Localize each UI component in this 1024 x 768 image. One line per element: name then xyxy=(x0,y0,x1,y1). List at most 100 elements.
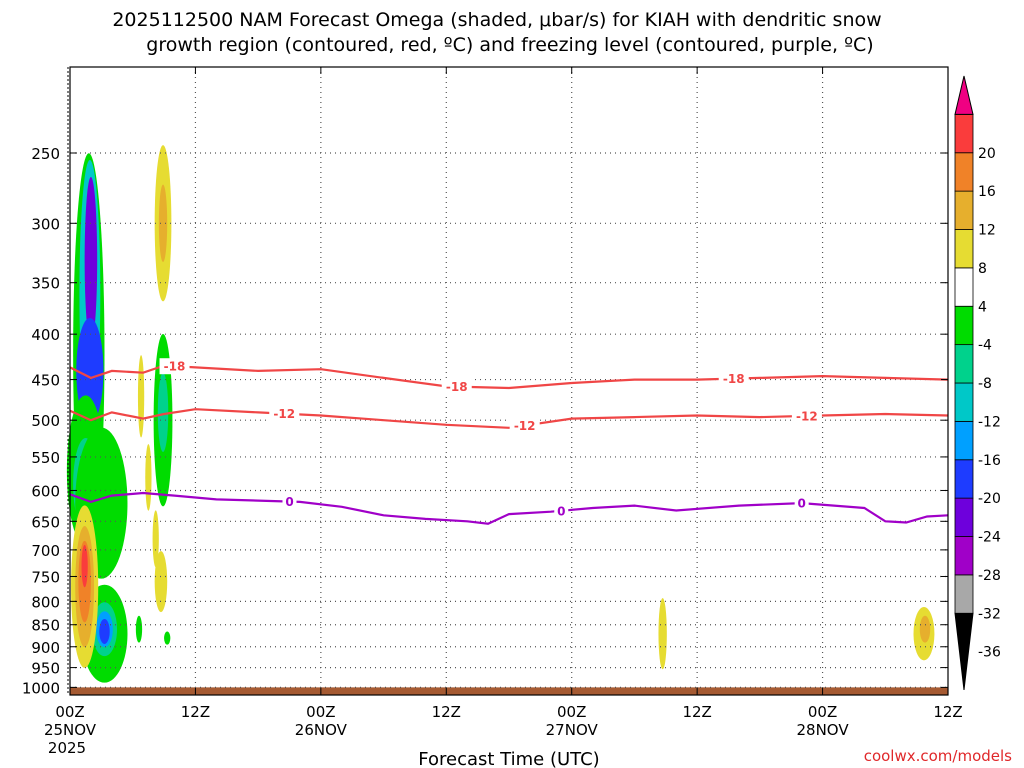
colorbar-swatch xyxy=(954,574,974,614)
colorbar-label: 4 xyxy=(978,299,987,315)
omega-shade-blob xyxy=(919,615,931,643)
y-tick-label: 750 xyxy=(31,568,60,586)
contour-label-bg xyxy=(718,370,749,387)
colorbar-label: -36 xyxy=(978,645,1001,661)
plot-border xyxy=(69,66,949,696)
colorbar-label: -32 xyxy=(978,606,1001,622)
colorbar-label: 16 xyxy=(978,184,996,200)
contour-label: -12 xyxy=(796,409,818,423)
x-tick-year-label: 2025 xyxy=(48,739,86,757)
y-tick-label: 1000 xyxy=(22,679,60,697)
omega-shade-blob xyxy=(154,551,168,613)
y-tick-label: 450 xyxy=(31,372,60,390)
y-tick-label: 650 xyxy=(31,513,60,531)
contour-label: -12 xyxy=(514,419,536,433)
x-tick-date-label: 26NOV xyxy=(295,721,348,739)
omega-shade-blob xyxy=(135,615,143,643)
contour-label-bg xyxy=(159,358,190,375)
colorbar-swatch xyxy=(954,420,974,461)
y-tick-label: 950 xyxy=(31,660,60,678)
omega-shade-blob xyxy=(99,618,110,644)
contour-label-bg xyxy=(509,417,540,434)
x-tick-label: 12Z xyxy=(181,703,210,721)
colorbar-swatch xyxy=(954,536,974,576)
contour-label-bg xyxy=(269,405,300,422)
x-tick-label: 00Z xyxy=(55,703,84,721)
plot-background xyxy=(70,67,948,695)
colorbar-label: -24 xyxy=(978,530,1001,546)
contour-label-bg xyxy=(554,502,569,519)
terrain-surface xyxy=(70,687,948,695)
y-tick-label: 400 xyxy=(31,326,60,344)
contour-line--18 xyxy=(69,364,949,390)
contour-label: -18 xyxy=(723,372,745,386)
y-tick-label: 250 xyxy=(31,145,60,163)
plot-frame xyxy=(67,66,949,696)
colorbar-swatch xyxy=(954,382,974,422)
contour-label-bg xyxy=(441,378,472,395)
colorbar-bottom-arrow xyxy=(954,612,974,691)
omega-shade-blob xyxy=(145,444,152,511)
plot-area xyxy=(70,67,948,695)
omega-shading xyxy=(66,145,935,683)
colorbar-label: 8 xyxy=(978,261,987,277)
x-tick-label: 12Z xyxy=(933,703,962,721)
contour-label: 0 xyxy=(797,497,805,511)
colorbar-label: -28 xyxy=(978,568,1001,584)
colorbar-label: -8 xyxy=(978,376,992,392)
colorbar-swatch xyxy=(954,229,974,269)
omega-shade-blob xyxy=(164,631,171,645)
contour-label: 0 xyxy=(285,495,293,509)
colorbar-swatch xyxy=(954,305,974,346)
terrain-fill xyxy=(70,687,948,695)
colorbar-swatch xyxy=(954,459,974,499)
chart-title-line1: 2025112500 NAM Forecast Omega (shaded, μ… xyxy=(112,9,881,31)
y-tick-label: 850 xyxy=(31,617,60,635)
colorbar-label: -4 xyxy=(978,338,992,354)
contour-label: -18 xyxy=(446,380,468,394)
x-axis-label: Forecast Time (UTC) xyxy=(418,749,599,768)
y-tick-label: 300 xyxy=(31,215,60,233)
colorbar-label: -16 xyxy=(978,453,1001,469)
omega-shade-blob xyxy=(137,355,145,438)
colorbar-swatch xyxy=(954,344,974,384)
colorbar-top-arrow xyxy=(954,75,974,115)
y-tick-label: 350 xyxy=(31,275,60,293)
contour-line--12 xyxy=(69,408,949,429)
omega-shade-blob xyxy=(157,372,169,452)
omega-shade-blob xyxy=(84,177,98,344)
x-tick-label: 12Z xyxy=(432,703,461,721)
colorbar-swatch xyxy=(954,113,974,154)
credit-text: coolwx.com/models xyxy=(864,747,1012,765)
y-tick-label: 500 xyxy=(31,412,60,430)
x-tick-date-label: 28NOV xyxy=(797,721,850,739)
contour-label-bg xyxy=(794,495,809,512)
colorbar-swatch xyxy=(954,190,974,230)
chart-title-line2: growth region (contoured, red, ºC) and f… xyxy=(146,34,873,56)
colorbar-label: -12 xyxy=(978,414,1001,430)
omega-shade-blob xyxy=(152,510,159,568)
x-tick-date-label: 25NOV xyxy=(44,721,97,739)
colorbar-label: -20 xyxy=(978,491,1001,507)
temperature-contours: -18 -18 -18 -12 -12 -12 0 0 0 xyxy=(69,358,949,525)
colorbar: -36 -32 -28 -24 -20 -16 -12 -8 -4 4 8 12 16 20 xyxy=(954,75,1001,691)
omega-shade-blob xyxy=(158,184,168,262)
y-tick-label: 900 xyxy=(31,639,60,657)
contour-label-bg xyxy=(791,407,822,424)
omega-shade-blob xyxy=(658,598,667,670)
x-tick-label: 00Z xyxy=(557,703,586,721)
contour-label: -18 xyxy=(164,360,186,374)
y-tick-label: 550 xyxy=(31,449,60,467)
contour-label: 0 xyxy=(557,504,565,518)
y-tick-label: 700 xyxy=(31,542,60,560)
y-tick-label: 600 xyxy=(31,482,60,500)
contour-label: -12 xyxy=(273,407,295,421)
omega-shade-blob xyxy=(81,544,88,588)
x-tick-date-label: 27NOV xyxy=(546,721,599,739)
y-tick-label: 800 xyxy=(31,593,60,611)
colorbar-label: 12 xyxy=(978,223,996,239)
colorbar-label: 20 xyxy=(978,146,996,162)
x-tick-label: 00Z xyxy=(306,703,335,721)
